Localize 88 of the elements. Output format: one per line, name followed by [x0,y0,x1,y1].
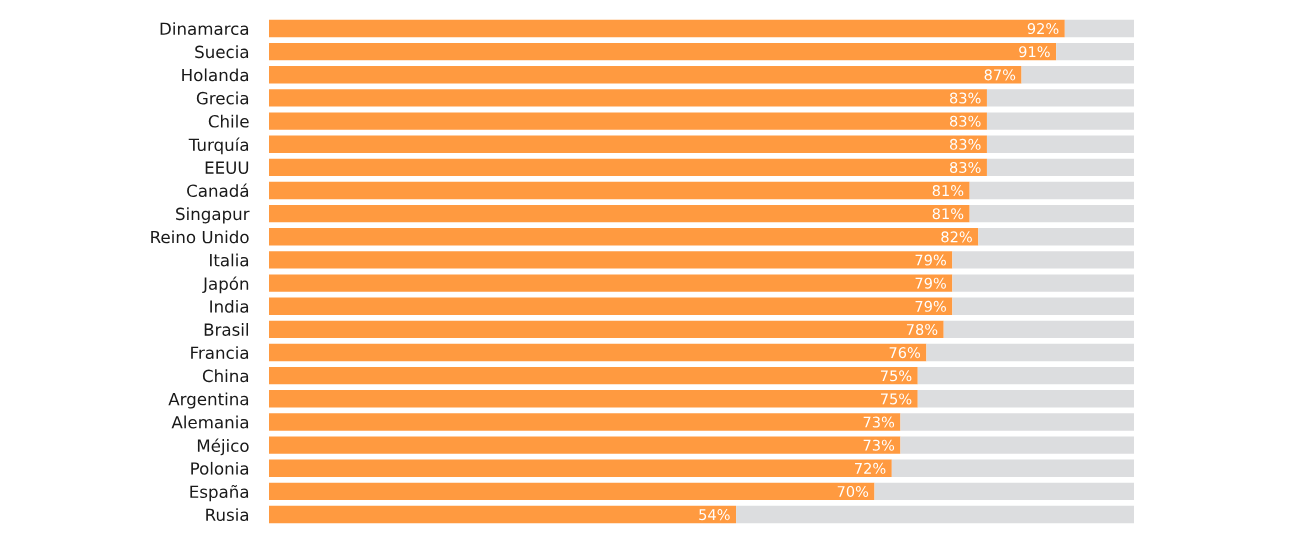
bar [986,158,1134,177]
bar [269,251,953,269]
bar [900,413,1134,431]
bar [269,158,987,177]
data-label: 72% [855,462,886,474]
y-tick-label: Singapur [176,207,250,224]
bar [1064,19,1134,38]
y-tick-label: Japón [202,276,249,294]
y-tick-label: Méjico [197,438,249,456]
bar [269,112,987,130]
bar [269,181,970,200]
y-tick-label: Francia [191,346,249,360]
y-tick-label: Grecia [196,91,249,105]
data-label: 54% [699,509,730,521]
y-tick-label: Canadá [187,183,249,198]
y-tick-label: Argentina [168,392,249,409]
data-label: 79% [915,254,946,266]
bar [900,436,1134,454]
bar [269,413,901,431]
data-label: 82% [941,231,972,243]
y-tick-label: Turquía [188,137,249,155]
bar [269,204,970,223]
bar [736,505,1134,524]
data-label: 76% [889,347,921,359]
bar [969,204,1134,223]
y-tick-label: Reino Unido [151,230,249,244]
data-label: 75% [880,393,912,405]
data-label: 83% [949,115,981,127]
y-tick-label: India [210,299,249,313]
y-tick-label: Holanda [182,68,249,82]
data-label: 79% [915,277,946,289]
data-label: 83% [949,92,981,104]
y-tick-label: EEUU [205,161,249,174]
bar [943,320,1134,339]
bar [986,89,1134,107]
y-tick-label: China [202,369,249,383]
data-label: 81% [932,185,964,197]
bar [1056,42,1134,61]
bar [986,112,1134,130]
data-label: 78% [906,323,938,335]
y-tick-label: Dinamarca [160,22,249,36]
bar [952,274,1134,292]
data-label: 92% [1027,23,1059,35]
bar [269,274,953,292]
y-tick-label: Brasil [204,323,248,336]
y-tick-label: Rusia [206,508,249,522]
data-label: 81% [932,208,964,220]
bar [269,19,1065,38]
bar [269,228,979,246]
bar [1021,66,1134,84]
bar [978,228,1134,246]
bar [269,66,1022,84]
bar [986,135,1134,153]
bar [269,436,901,454]
bar [917,366,1134,385]
bar [269,135,987,153]
bar [952,297,1134,315]
data-label: 79% [915,300,946,312]
bar [926,343,1134,362]
bar [269,366,918,385]
bar [969,181,1134,200]
bar [891,459,1134,477]
bar [952,251,1134,269]
bar [874,482,1134,501]
y-tick-label: Chile [208,114,249,128]
data-label: 73% [863,439,895,451]
data-label: 70% [837,485,869,497]
bar [269,459,892,477]
bar [269,343,927,362]
bar [269,297,953,315]
y-tick-label: Alemania [171,415,249,429]
y-tick-label: Italia [210,253,249,267]
data-label: 83% [949,161,981,173]
data-label: 91% [1019,46,1050,58]
y-tick-label: Suecia [195,45,249,59]
bar [269,42,1057,61]
bar [269,505,737,524]
bar [269,482,875,501]
data-label: 83% [949,138,981,150]
data-label: 87% [984,69,1016,81]
bar [917,390,1134,408]
bar [269,390,918,408]
y-tick-label: Polonia [191,461,249,475]
bar [269,320,944,339]
y-tick-label: España [190,484,249,502]
data-label: 75% [880,370,912,382]
data-label: 73% [863,416,895,428]
bar [269,89,987,107]
